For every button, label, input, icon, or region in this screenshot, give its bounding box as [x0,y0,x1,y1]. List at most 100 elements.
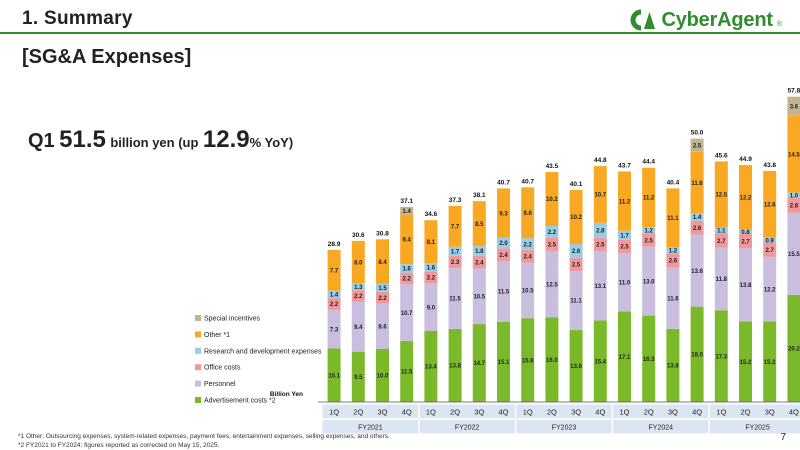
x-tick-label: 1Q [619,408,629,417]
bar-segment-research-and-development-expenses-3 [400,264,414,273]
header-divider [0,32,800,34]
data-label: 1.1 [717,229,726,235]
data-label: 10.7 [401,311,413,317]
x-tick-label: 1Q [329,408,339,417]
fy-label: FY2021 [358,425,383,432]
data-label: 11.8 [716,277,728,283]
data-label: 7.7 [330,268,339,274]
data-label: 9.5 [354,375,363,381]
bar-segment-office-costs-10 [569,257,583,272]
data-label: 2.7 [766,248,775,254]
data-label: 2.6 [669,259,678,265]
bar-segment-office-costs-13 [642,233,656,247]
data-label: 9.6 [524,211,533,217]
bar-segment-research-and-development-expenses-19 [787,192,800,198]
data-label: 3.6 [790,104,799,110]
cyberagent-logo: CyberAgent ® [629,8,782,32]
x-tick-label: 1Q [523,408,533,417]
bar-segment-other-1 [351,240,365,284]
bar-segment-advertisement-costs-8 [521,318,535,402]
unit-label: Billion Yen [270,391,303,398]
bar-segment-other-8 [521,187,535,239]
data-label: 2.5 [693,143,702,149]
bar-segment-personnel-1 [351,301,365,352]
q1-headline: Q1 51.5 billion yen (up 12.9% YoY) [28,126,293,154]
data-label: 2.5 [620,245,629,251]
bar-segment-advertisement-costs-18 [763,321,777,402]
page-number: 7 [780,432,786,443]
legend-swatch [195,397,201,403]
bar-segment-research-and-development-expenses-4 [424,263,438,272]
page-title: 1. Summary [22,8,133,29]
legend-label: Other *1 [204,332,230,339]
bar-segment-personnel-8 [521,262,535,319]
total-label: 43.8 [763,162,776,169]
data-label: 13.8 [667,364,679,370]
bar-segment-advertisement-costs-17 [739,321,752,402]
bar-segment-office-costs-4 [424,271,438,284]
data-label: 13.0 [643,279,655,285]
footnote-2: *2 FY2021 to FY2024: figures reported as… [18,442,220,449]
bar-segment-other-11 [593,166,607,223]
logo-mark-icon [631,9,656,31]
bar-segment-office-costs-8 [521,249,535,263]
data-label: 15.1 [498,360,510,366]
x-tick-label: 3Q [571,408,581,417]
bar-segment-office-costs-2 [376,291,389,304]
data-label: 12.2 [764,287,776,293]
bar-segment-advertisement-costs-12 [618,311,631,402]
bar-segment-office-costs-14 [666,253,680,268]
bar-segment-personnel-9 [545,250,559,318]
section-title: [SG&A Expenses] [22,46,192,68]
bar-segment-advertisement-costs-15 [690,306,704,402]
data-label: 13.6 [570,364,582,370]
data-label: 9.4 [403,237,412,243]
bar-segment-personnel-5 [448,267,462,329]
data-label: 2.2 [330,302,339,308]
bar-segment-personnel-18 [763,256,777,322]
data-label: 16.0 [546,358,558,364]
bar-segment-advertisement-costs-3 [400,341,414,402]
headline-text: billion yen (up [110,135,199,150]
data-label: 2.6 [572,249,581,255]
x-tick-label: 3Q [474,408,484,417]
x-tick-label: 4Q [692,408,702,417]
bar-segment-special-incentives-15 [690,138,704,152]
x-tick-label: 3Q [668,408,678,417]
data-label: 11.1 [667,216,679,222]
data-label: 13.8 [740,283,752,289]
data-label: 9.4 [354,325,363,331]
headline-yoy-percent: 12.9 [202,126,250,153]
data-label: 2.4 [499,253,508,259]
fy-label: FY2025 [745,425,770,432]
x-tick-label: 2Q [740,408,750,417]
total-label: 43.5 [546,163,559,170]
data-label: 20.2 [788,347,800,353]
total-label: 34.6 [425,211,438,218]
bar-segment-research-and-development-expenses-18 [763,237,777,243]
data-label: 15.4 [594,359,606,365]
total-label: 37.1 [400,198,413,205]
legend-swatch [195,347,201,354]
data-label: 12.2 [740,196,752,202]
bar-segment-personnel-4 [424,283,438,331]
x-tick-label: 4Q [595,408,605,417]
x-tick-label: 4Q [498,408,508,417]
data-label: 8.0 [354,260,363,266]
data-label: 10.0 [377,374,389,380]
data-label: 11.1 [570,299,582,305]
data-label: 2.4 [475,260,484,266]
bar-segment-other-9 [545,171,559,227]
bar-segment-office-costs-16 [714,233,728,248]
bar-segment-office-costs-15 [690,220,704,235]
data-label: 15.8 [522,358,534,364]
data-label: 11.2 [619,199,631,205]
data-label: 2.5 [596,243,605,249]
data-label: 16.3 [643,357,655,363]
bar-segment-other-13 [642,167,656,228]
data-label: 14.7 [473,361,485,367]
bar-segment-advertisement-costs-0 [327,348,341,402]
total-label: 40.1 [570,181,583,188]
bar-segment-research-and-development-expenses-8 [521,238,535,250]
bar-segment-other-15 [690,151,704,214]
